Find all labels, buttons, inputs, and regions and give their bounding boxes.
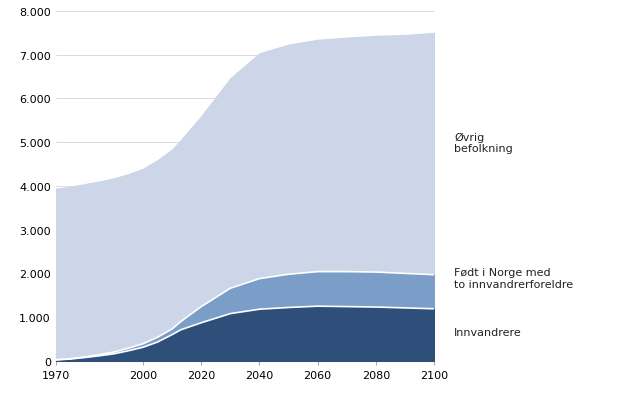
- Text: Innvandrere: Innvandrere: [454, 328, 522, 338]
- Text: Født i Norge med
to innvandrerforeldre: Født i Norge med to innvandrerforeldre: [454, 267, 574, 289]
- Text: Øvrig
befolkning: Øvrig befolkning: [454, 132, 513, 154]
